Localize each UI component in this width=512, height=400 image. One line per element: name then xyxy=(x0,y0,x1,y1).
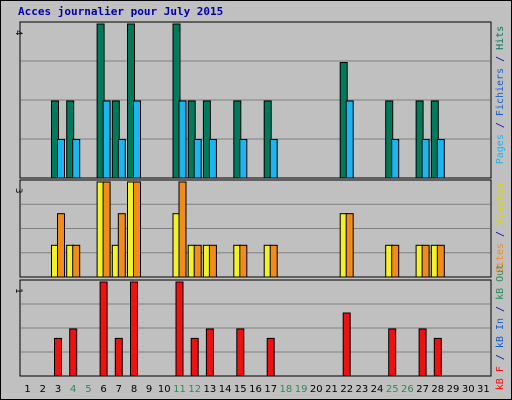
right-label-kb-part-0: kB F xyxy=(495,366,506,390)
x-tick-label-day-7: 7 xyxy=(116,384,122,395)
x-tick-label-day-10: 10 xyxy=(158,384,171,395)
bar-sites-day-27 xyxy=(421,244,430,278)
y-max-label-kb-f: 1 xyxy=(13,288,23,293)
chart-title: Acces journalier pour July 2015 xyxy=(18,5,223,18)
x-tick-label-day-19: 19 xyxy=(295,384,308,395)
bar-kb-f-day-22 xyxy=(342,312,351,377)
bar-pages-day-7 xyxy=(117,139,126,179)
bar-pages-day-11 xyxy=(178,100,187,179)
bar-pages-day-4 xyxy=(72,139,81,179)
x-tick-label-day-22: 22 xyxy=(340,384,353,395)
bar-sites-day-28 xyxy=(436,244,445,278)
bar-sites-day-25 xyxy=(391,244,400,278)
x-tick-label-day-18: 18 xyxy=(280,384,293,395)
x-tick-label-day-1: 1 xyxy=(24,384,30,395)
x-tick-label-day-15: 15 xyxy=(234,384,247,395)
x-tick-label-day-2: 2 xyxy=(40,384,46,395)
bar-pages-day-22 xyxy=(345,100,354,179)
bar-kb-f-day-17 xyxy=(266,337,275,377)
bar-pages-day-13 xyxy=(208,139,217,179)
bar-sites-day-22 xyxy=(345,213,354,278)
bar-kb-f-day-25 xyxy=(388,328,397,377)
x-tick-label-day-3: 3 xyxy=(55,384,61,395)
right-label-pages-files-hits-part-3: / xyxy=(495,50,506,68)
bar-kb-f-day-4 xyxy=(69,328,78,377)
bar-sites-day-11 xyxy=(178,181,187,278)
right-label-pages-files-hits-part-2: Fichiers xyxy=(495,68,506,116)
bar-sites-day-12 xyxy=(193,244,202,278)
bar-sites-day-17 xyxy=(269,244,278,278)
right-label-kb-part-3: / xyxy=(495,300,506,318)
right-label-kb: kB F / kB In / kB Out xyxy=(495,264,506,390)
bar-kb-f-day-7 xyxy=(114,337,123,377)
bar-pages-day-8 xyxy=(133,100,141,179)
bar-sites-day-15 xyxy=(239,244,248,278)
x-tick-label-day-30: 30 xyxy=(462,384,475,395)
bar-pages-day-3 xyxy=(57,139,65,179)
bar-pages-day-12 xyxy=(193,139,202,179)
y-max-label-visits-sites: 3 xyxy=(13,188,23,193)
x-tick-label-day-16: 16 xyxy=(249,384,262,395)
x-tick-label-day-25: 25 xyxy=(386,384,399,395)
right-label-kb-part-2: kB In xyxy=(495,318,506,348)
bar-sites-day-4 xyxy=(72,244,81,278)
x-tick-label-day-23: 23 xyxy=(356,384,369,395)
x-tick-label-day-26: 26 xyxy=(401,384,414,395)
bar-pages-day-25 xyxy=(391,139,400,179)
x-tick-label-day-9: 9 xyxy=(146,384,152,395)
x-tick-label-day-11: 11 xyxy=(173,384,186,395)
right-label-pages-files-hits-part-4: Hits xyxy=(495,26,506,50)
bar-kb-f-day-15 xyxy=(236,328,245,377)
bar-kb-f-day-6 xyxy=(99,281,108,377)
bar-pages-day-15 xyxy=(239,139,248,179)
bar-kb-f-day-8 xyxy=(130,281,138,377)
bar-pages-day-6 xyxy=(102,100,111,179)
bar-sites-day-7 xyxy=(117,213,126,278)
bar-sites-day-6 xyxy=(102,181,111,278)
bar-kb-f-day-12 xyxy=(190,337,199,377)
right-label-pages-files-hits-part-1: / xyxy=(495,116,506,134)
x-tick-label-day-28: 28 xyxy=(431,384,444,395)
x-tick-label-day-8: 8 xyxy=(131,384,137,395)
right-label-sites-visits-part-0: Sites xyxy=(495,243,506,273)
bar-sites-day-8 xyxy=(133,181,141,278)
bar-pages-day-28 xyxy=(436,139,445,179)
panel-frame-hits-files-pages xyxy=(19,21,492,179)
x-tick-label-day-20: 20 xyxy=(310,384,323,395)
right-label-pages-files-hits: Pages / Fichiers / Hits xyxy=(495,26,506,165)
right-label-kb-part-4: kB Out xyxy=(495,264,506,300)
bar-kb-f-day-11 xyxy=(175,281,184,377)
right-label-sites-visits: Sites / Visites xyxy=(495,183,506,273)
x-tick-label-day-14: 14 xyxy=(219,384,232,395)
x-tick-label-day-24: 24 xyxy=(371,384,384,395)
x-tick-label-day-17: 17 xyxy=(264,384,277,395)
x-tick-label-day-31: 31 xyxy=(477,384,490,395)
x-tick-label-day-4: 4 xyxy=(70,384,76,395)
right-label-sites-visits-part-2: Visites xyxy=(495,183,506,225)
bar-pages-day-27 xyxy=(421,139,430,179)
bar-kb-f-day-27 xyxy=(418,328,427,377)
x-tick-label-day-27: 27 xyxy=(416,384,429,395)
right-label-sites-visits-part-1: / xyxy=(495,225,506,243)
x-tick-label-day-29: 29 xyxy=(447,384,460,395)
x-tick-label-day-6: 6 xyxy=(100,384,106,395)
bar-sites-day-3 xyxy=(57,213,65,278)
y-max-label-hits-files-pages: 4 xyxy=(13,30,23,35)
right-label-kb-part-1: / xyxy=(495,348,506,366)
x-tick-label-day-13: 13 xyxy=(204,384,217,395)
panel-frame-visits-sites xyxy=(19,179,492,278)
bar-sites-day-13 xyxy=(208,244,217,278)
x-tick-label-day-21: 21 xyxy=(325,384,338,395)
bar-pages-day-17 xyxy=(269,139,278,179)
bar-kb-f-day-13 xyxy=(205,328,214,377)
right-label-pages-files-hits-part-0: Pages xyxy=(495,134,506,164)
x-tick-label-day-12: 12 xyxy=(188,384,201,395)
panel-frame-kb-f xyxy=(19,279,492,377)
x-tick-label-day-5: 5 xyxy=(85,384,91,395)
bar-kb-f-day-28 xyxy=(433,337,442,377)
bar-kb-f-day-3 xyxy=(54,337,62,377)
